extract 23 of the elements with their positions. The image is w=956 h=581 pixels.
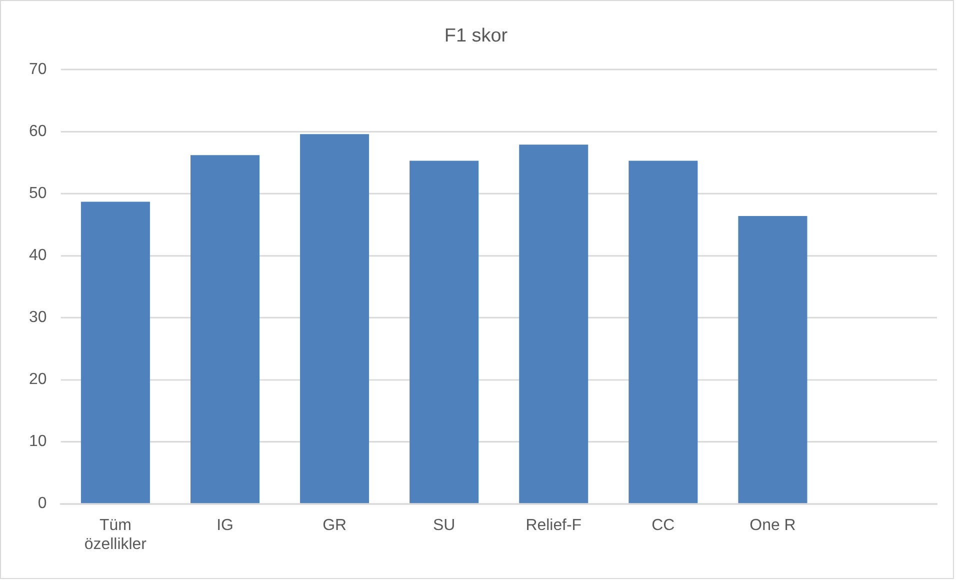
x-tick-label: One R [750,516,796,534]
y-tick-label: 40 [28,247,47,264]
bar [80,202,150,504]
x-tick-label: Relief-F [526,516,582,534]
x-tick-label: CC [652,516,675,534]
y-tick-label: 70 [28,60,47,78]
bar [300,134,370,504]
bar [519,144,588,504]
bar [190,155,260,504]
x-tick-label: SU [433,516,456,534]
y-tick-label: 60 [28,123,47,140]
x-tick-label: IG [216,516,234,534]
bar [410,160,479,504]
y-tick-label: 30 [28,309,47,326]
x-tick-label: Tüm özellikler [84,516,148,553]
y-tick-label: 50 [28,185,47,202]
chart-title: F1 skor [444,26,508,46]
y-tick-label: 0 [38,495,47,512]
y-tick-label: 10 [28,433,47,450]
bar [738,216,808,504]
bar [628,160,698,504]
x-tick-label: GR [322,516,346,534]
y-tick-label: 20 [28,371,47,388]
